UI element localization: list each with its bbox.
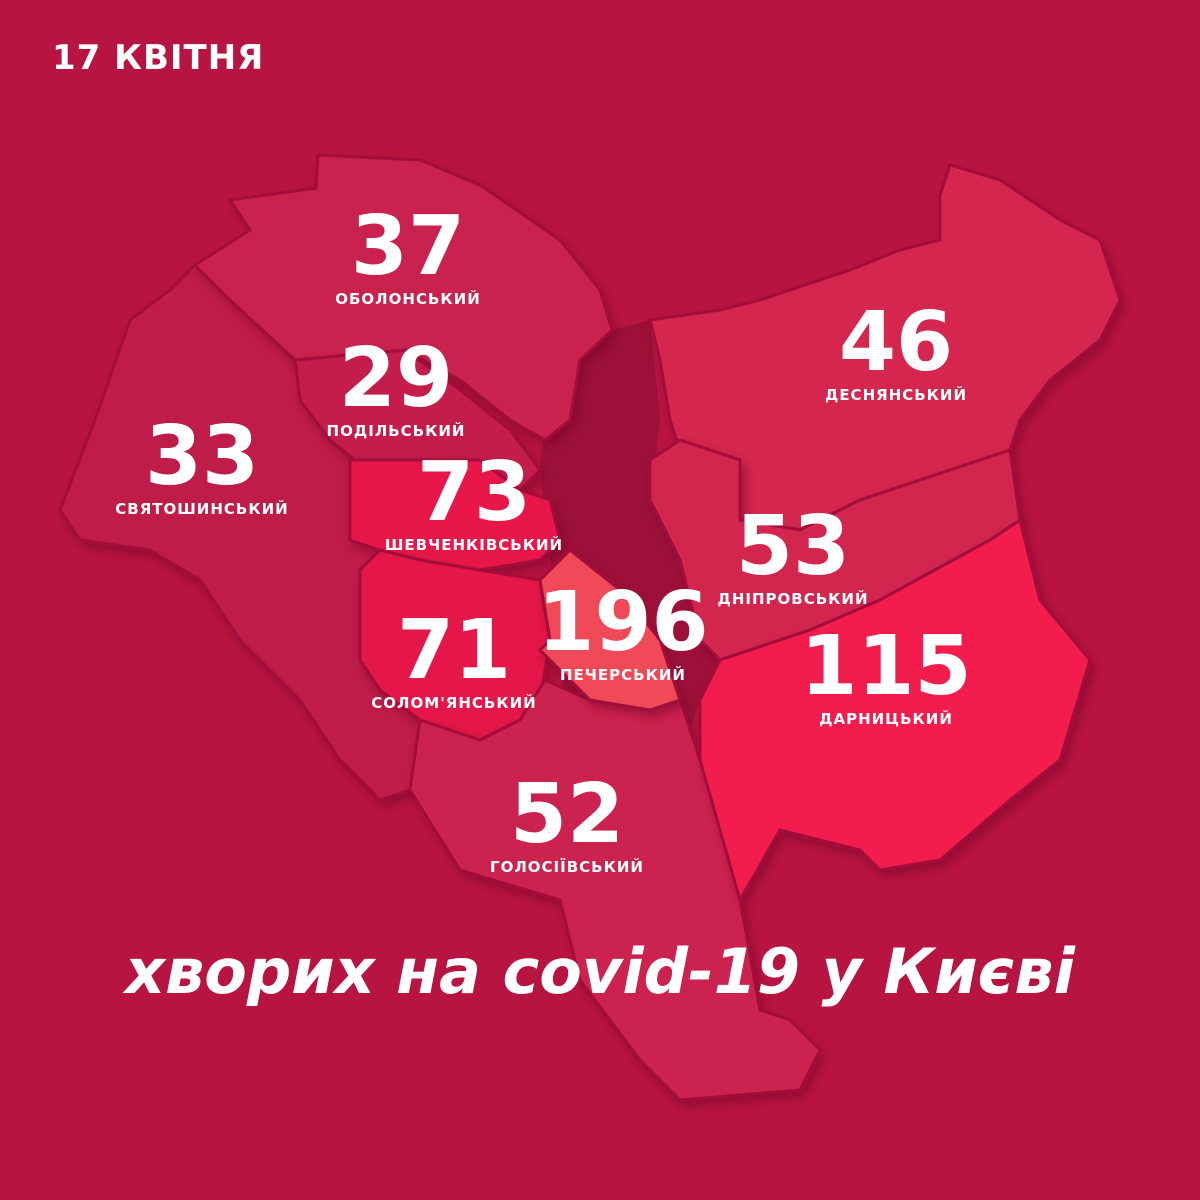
district-count: 71 xyxy=(396,603,512,698)
district-name: СОЛОМ'ЯНСЬКИЙ xyxy=(371,694,537,712)
district-label-pecherskyi: 196 ПЕЧЕРСЬКИЙ xyxy=(537,575,709,685)
district-label-obolonskyi: 37 ОБОЛОНСЬКИЙ xyxy=(335,199,481,309)
district-name: ПЕЧЕРСЬКИЙ xyxy=(560,666,686,684)
district-name: ДАРНИЦЬКИЙ xyxy=(819,710,953,728)
district-shape-shevchenkivskyi[interactable] xyxy=(348,458,562,572)
district-count: 29 xyxy=(338,331,454,426)
district-shape-darnytskyi[interactable] xyxy=(698,517,1092,904)
district-count: 53 xyxy=(735,499,851,594)
district-shape-pecherskyi[interactable] xyxy=(537,547,682,712)
district-name: ОБОЛОНСЬКИЙ xyxy=(335,290,481,308)
district-label-podilskyi: 29 ПОДІЛЬСЬКИЙ xyxy=(326,331,466,441)
district-count: 115 xyxy=(800,619,972,714)
district-count: 33 xyxy=(144,409,260,504)
district-count: 37 xyxy=(350,199,466,294)
date-label: 17 КВІТНЯ xyxy=(52,38,265,78)
district-name: ШЕВЧЕНКІВСЬКИЙ xyxy=(384,536,564,554)
district-label-dniprovskyi: 53 ДНІПРОВСЬКИЙ xyxy=(717,499,869,609)
district-name: ДНІПРОВСЬКИЙ xyxy=(717,590,869,608)
district-shape-holosiivskyi[interactable] xyxy=(408,678,822,1102)
district-count: 46 xyxy=(838,295,954,390)
caption: хворих на covid-19 у Києві xyxy=(125,935,1075,1008)
district-name: ПОДІЛЬСЬКИЙ xyxy=(326,422,466,440)
district-label-solomianskyi: 71 СОЛОМ'ЯНСЬКИЙ xyxy=(371,603,537,713)
district-label-shevchenkivskyi: 73 ШЕВЧЕНКІВСЬКИЙ xyxy=(384,445,564,555)
district-label-darnytskyi: 115 ДАРНИЦЬКИЙ xyxy=(800,619,972,729)
district-shape-obolonskyi[interactable] xyxy=(192,153,614,442)
district-name: СВЯТОШИНСЬКИЙ xyxy=(115,500,289,518)
district-count: 52 xyxy=(509,767,625,862)
district-label-desnianskyi: 46 ДЕСНЯНСЬКИЙ xyxy=(824,295,968,405)
district-label-holosiivskyi: 52 ГОЛОСІЇВСЬКИЙ xyxy=(490,767,644,877)
district-name: ГОЛОСІЇВСЬКИЙ xyxy=(490,858,644,876)
district-name: ДЕСНЯНСЬКИЙ xyxy=(824,386,968,404)
district-count: 196 xyxy=(537,575,709,670)
district-label-svyatoshynskyi: 33 СВЯТОШИНСЬКИЙ xyxy=(115,409,289,519)
district-count: 73 xyxy=(416,445,532,540)
